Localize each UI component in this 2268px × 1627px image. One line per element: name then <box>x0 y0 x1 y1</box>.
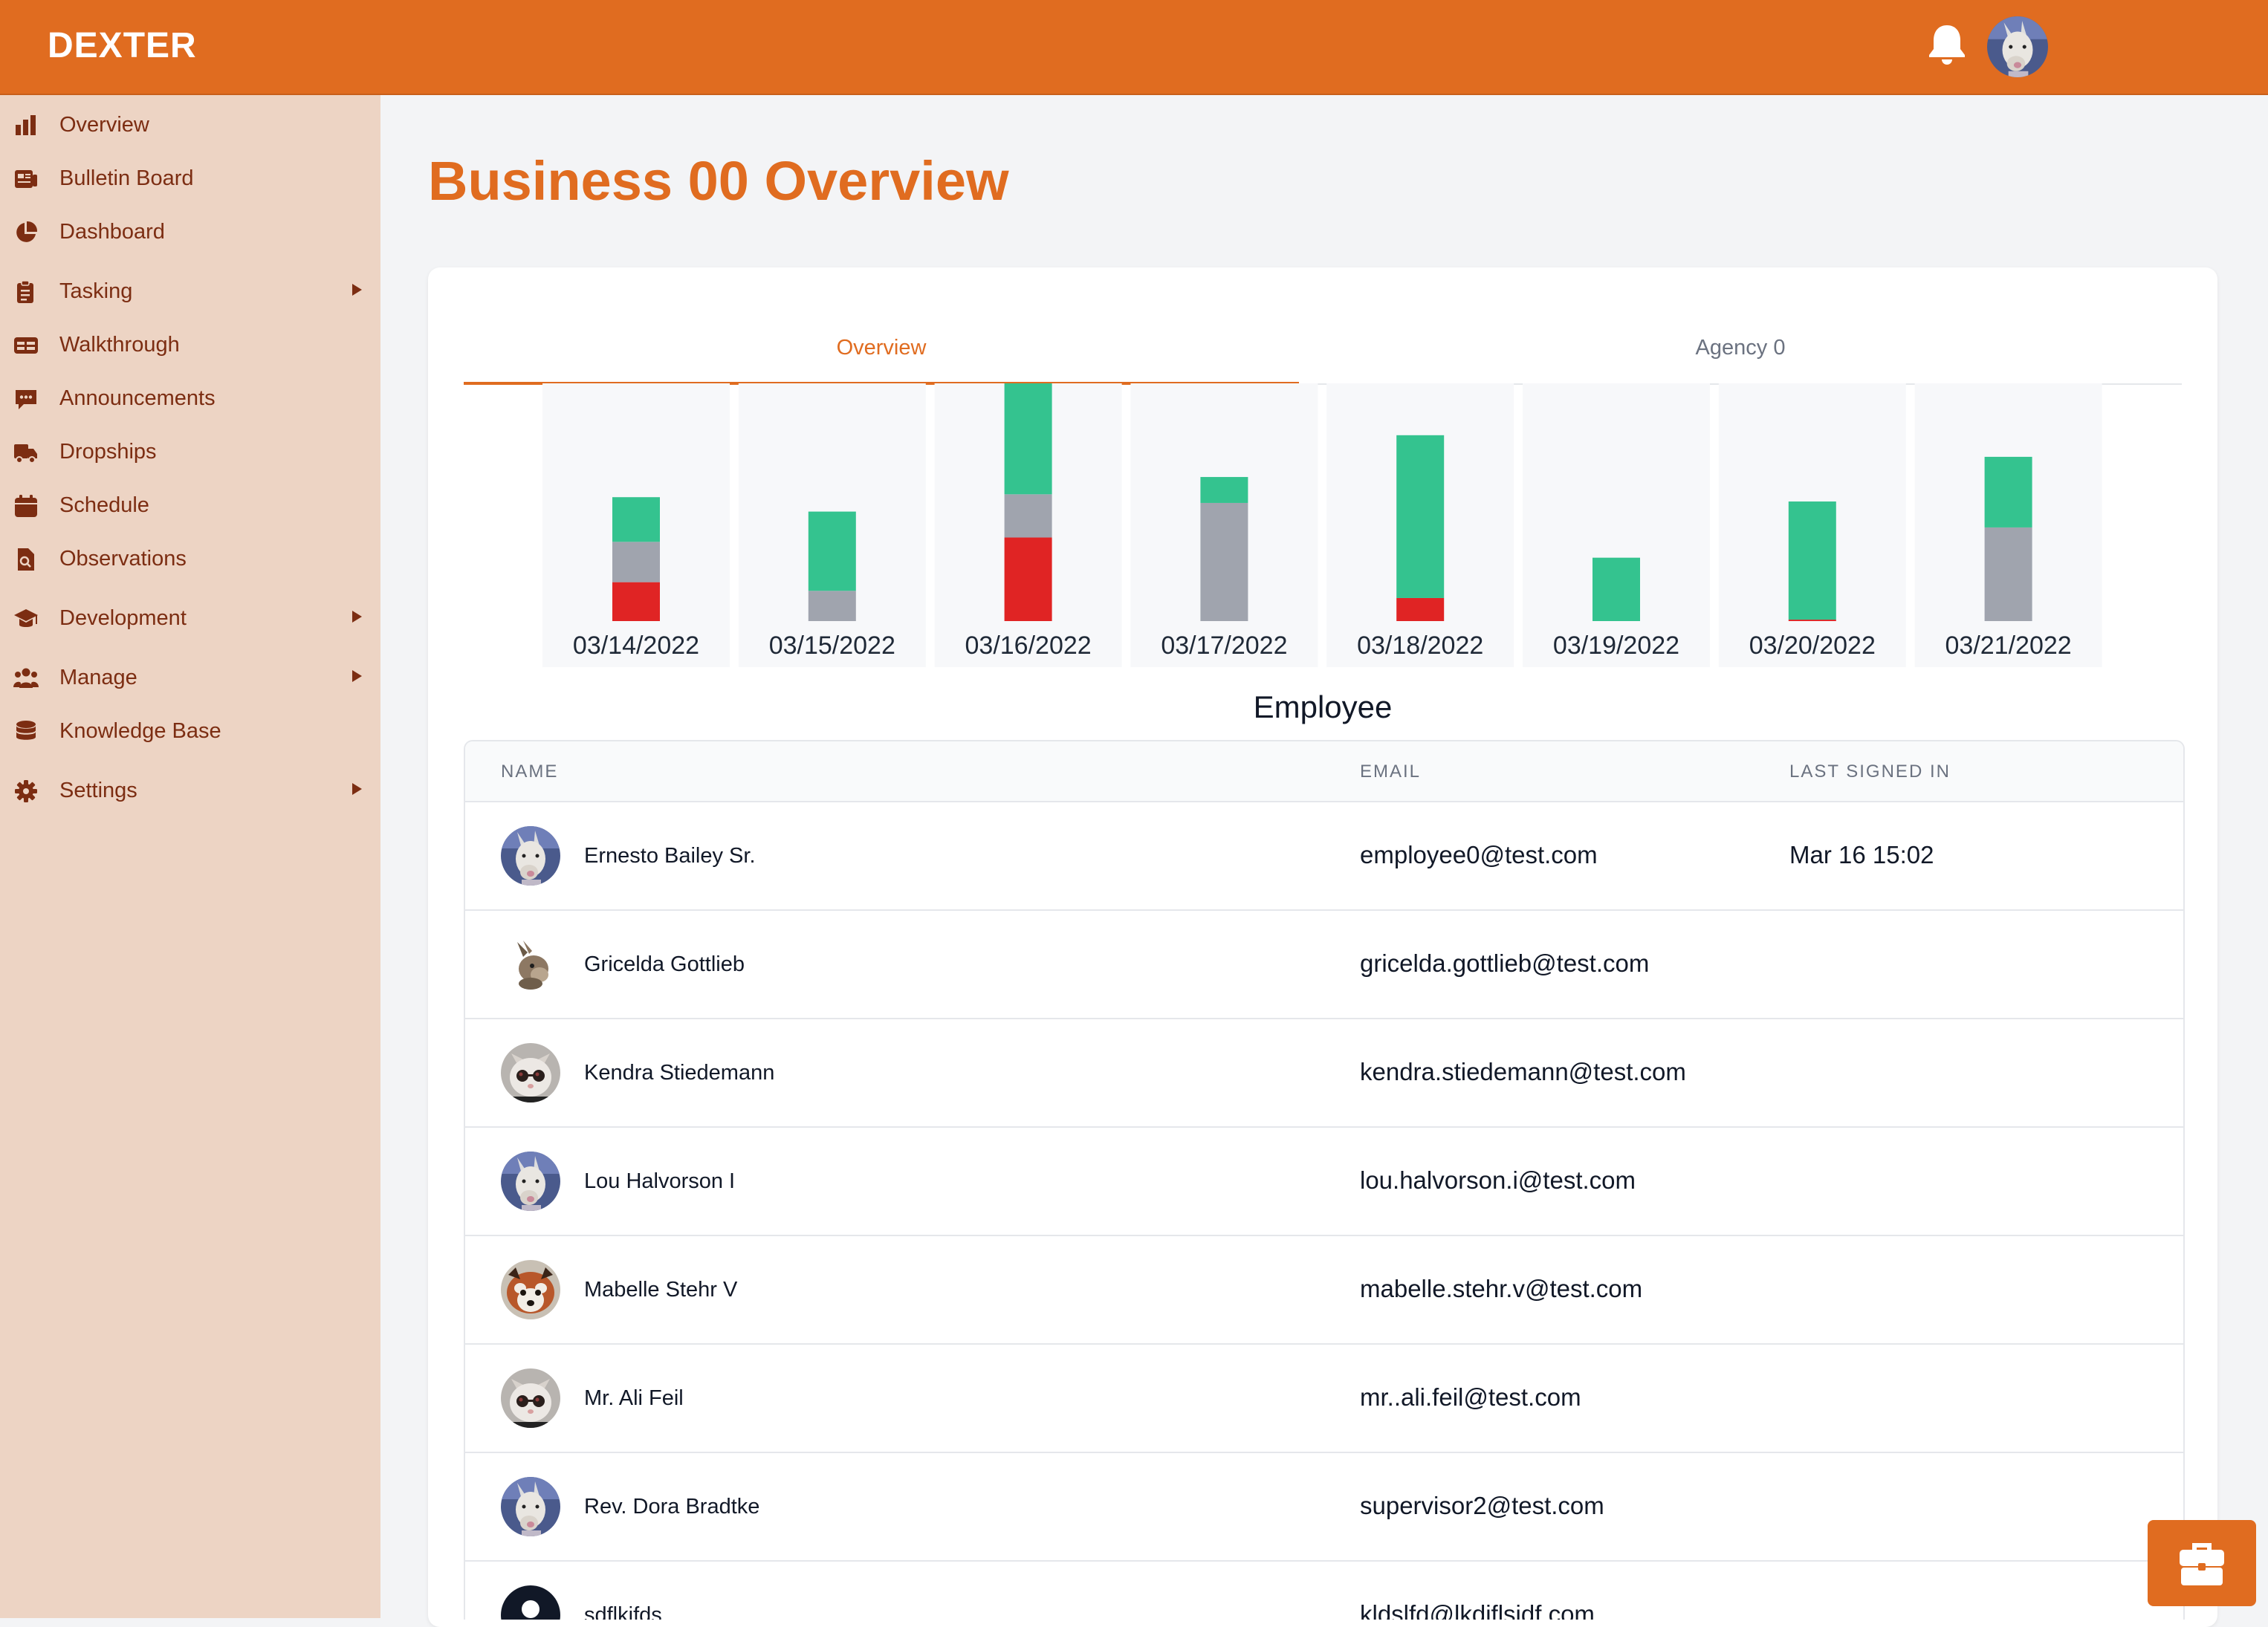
sidebar-item-dashboard[interactable]: Dashboard <box>0 208 380 256</box>
sidebar-item-schedule[interactable]: Schedule <box>0 481 380 529</box>
pie-chart-icon <box>16 221 38 242</box>
table-row[interactable]: Lou Halvorson I lou.halvorson.i@test.com <box>465 1128 2183 1236</box>
sidebar-item-announcements[interactable]: Announcements <box>0 374 380 422</box>
employee-name: Lou Halvorson I <box>584 1169 736 1193</box>
caret-right-icon[interactable] <box>352 670 362 682</box>
calendar-icon <box>15 495 37 517</box>
briefcase-button[interactable] <box>2148 1520 2256 1606</box>
sidebar-item-label: Tasking <box>59 279 133 303</box>
column-header-last-signed-in[interactable]: LAST SIGNED IN <box>1789 761 1951 782</box>
sidebar-item-label: Walkthrough <box>59 333 180 357</box>
table-row[interactable]: Mr. Ali Feil mr..ali.feil@test.com <box>465 1345 2183 1453</box>
sidebar-item-label: Announcements <box>59 386 216 410</box>
llama-avatar <box>501 1477 560 1536</box>
sidebar-item-label: Development <box>59 606 187 630</box>
table-icon <box>14 337 38 354</box>
gear-icon <box>15 780 37 802</box>
newspaper-icon <box>15 170 37 188</box>
file-search-icon <box>16 547 36 572</box>
llama-avatar <box>501 1152 560 1211</box>
sidebar-item-label: Dropships <box>59 440 157 464</box>
sidebar-item-dropships[interactable]: Dropships <box>0 428 380 475</box>
sidebar-item-label: Schedule <box>59 493 149 517</box>
tab-overview[interactable]: Overview <box>464 312 1299 385</box>
table-row[interactable]: Gricelda Gottlieb gricelda.gottlieb@test… <box>465 911 2183 1019</box>
sidebar-item-observations[interactable]: Observations <box>0 535 380 582</box>
employee-email: employee0@test.com <box>1360 841 1598 868</box>
sidebar-item-label: Dashboard <box>59 220 165 244</box>
sidebar-item-tasking[interactable]: Tasking <box>0 267 380 315</box>
tab-bar: Overview Agency 0 <box>464 312 2182 385</box>
bell-icon[interactable] <box>1926 22 1968 67</box>
sidebar-item-overview[interactable]: Overview <box>0 101 380 149</box>
cat-sunglasses-avatar <box>501 1368 560 1428</box>
column-header-name[interactable]: NAME <box>501 761 559 782</box>
sidebar-item-walkthrough[interactable]: Walkthrough <box>0 321 380 368</box>
table-row[interactable]: Kendra Stiedemann kendra.stiedemann@test… <box>465 1019 2183 1128</box>
employee-email: kldslfd@lkdjflsjdf.com <box>1360 1600 1595 1620</box>
table-row[interactable]: Mabelle Stehr V mabelle.stehr.v@test.com <box>465 1236 2183 1345</box>
rabbit-avatar <box>501 935 560 994</box>
default-user-avatar <box>501 1585 560 1620</box>
llama-avatar <box>501 826 560 886</box>
table-row[interactable]: Ernesto Bailey Sr. employee0@test.com Ma… <box>465 802 2183 911</box>
employee-name: Mr. Ali Feil <box>584 1386 684 1410</box>
employee-email: gricelda.gottlieb@test.com <box>1360 949 1650 977</box>
employee-last-signed-in: Mar 16 15:02 <box>1789 841 1934 868</box>
employee-email: mr..ali.feil@test.com <box>1360 1383 1581 1411</box>
caret-right-icon[interactable] <box>352 611 362 623</box>
employee-name: Ernesto Bailey Sr. <box>584 844 756 868</box>
briefcase-icon <box>2180 1543 2224 1585</box>
employee-name: Mabelle Stehr V <box>584 1278 738 1302</box>
employee-name: Rev. Dora Bradtke <box>584 1495 760 1519</box>
column-header-email[interactable]: EMAIL <box>1360 761 1422 782</box>
page-title: Business 00 Overview <box>428 150 1009 212</box>
sidebar-item-label: Overview <box>59 113 149 137</box>
employee-name: Kendra Stiedemann <box>584 1061 775 1085</box>
top-bar: DEXTER <box>0 0 2268 95</box>
sidebar-item-label: Knowledge Base <box>59 719 221 743</box>
tab-agency-0[interactable]: Agency 0 <box>1695 336 1786 360</box>
sidebar-item-label: Manage <box>59 666 137 689</box>
employee-email: lou.halvorson.i@test.com <box>1360 1166 1636 1194</box>
employee-name: sdflkjfds <box>584 1603 662 1620</box>
truck-icon <box>13 444 38 464</box>
sidebar: Overview Bulletin Board Dashboard Taskin… <box>0 95 380 1618</box>
sidebar-item-label: Observations <box>59 547 187 571</box>
sidebar-item-manage[interactable]: Manage <box>0 654 380 701</box>
employee-section-title: Employee <box>1253 689 1393 724</box>
table-row[interactable]: Rev. Dora Bradtke supervisor2@test.com <box>465 1453 2183 1562</box>
sidebar-item-label: Bulletin Board <box>59 166 194 190</box>
users-icon <box>13 668 39 688</box>
chat-icon <box>16 390 36 409</box>
sidebar-item-development[interactable]: Development <box>0 594 380 642</box>
cat-sunglasses-avatar <box>501 1043 560 1102</box>
user-avatar[interactable] <box>1987 16 2048 77</box>
brand-logo[interactable]: DEXTER <box>48 26 197 65</box>
caret-right-icon[interactable] <box>352 284 362 296</box>
table-row[interactable]: sdflkjfds kldslfd@lkdjflsjdf.com <box>465 1562 2183 1620</box>
bar-chart-icon <box>16 115 36 135</box>
employee-email: mabelle.stehr.v@test.com <box>1360 1275 1643 1302</box>
employee-email: kendra.stiedemann@test.com <box>1360 1058 1686 1085</box>
graduation-cap-icon <box>14 609 38 627</box>
employee-email: supervisor2@test.com <box>1360 1492 1604 1519</box>
sidebar-item-label: Settings <box>59 779 137 802</box>
red-panda-avatar <box>501 1260 560 1319</box>
sidebar-item-bulletin-board[interactable]: Bulletin Board <box>0 155 380 202</box>
clipboard-icon <box>16 280 34 304</box>
database-icon <box>16 721 36 740</box>
employee-name: Gricelda Gottlieb <box>584 952 745 976</box>
table-header: NAME EMAIL LAST SIGNED IN <box>465 741 2183 802</box>
sidebar-item-settings[interactable]: Settings <box>0 767 380 814</box>
caret-right-icon[interactable] <box>352 783 362 795</box>
sidebar-item-knowledge-base[interactable]: Knowledge Base <box>0 707 380 755</box>
employee-table: NAME EMAIL LAST SIGNED IN Ernesto Bailey… <box>464 740 2185 1620</box>
